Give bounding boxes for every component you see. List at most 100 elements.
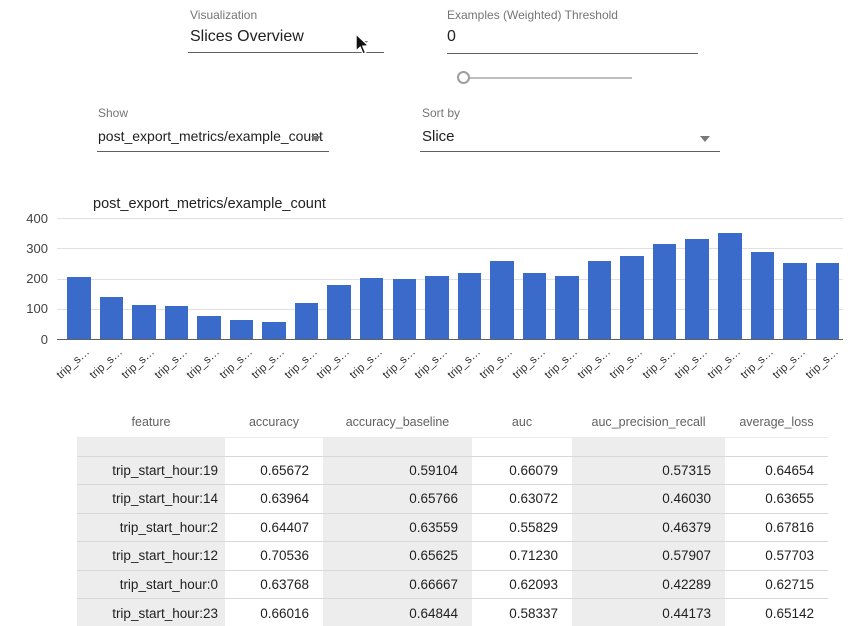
bar[interactable] xyxy=(67,276,91,339)
table-row: trip_start_hour:0 0.63768 0.66667 0.62093 0.… xyxy=(77,569,828,599)
column-header[interactable]: accuracy_baseline xyxy=(323,398,472,437)
bar[interactable] xyxy=(164,306,189,339)
cell: 0.65625 xyxy=(323,541,472,570)
cell: 0.64844 xyxy=(323,598,472,626)
cell: 0.57703 xyxy=(725,541,828,570)
bar[interactable] xyxy=(197,316,221,339)
cell: 0.67816 xyxy=(725,512,828,542)
cell: 0.46379 xyxy=(572,512,725,542)
bar[interactable] xyxy=(132,305,156,339)
cell: 0.63964 xyxy=(225,484,323,513)
bar[interactable] xyxy=(555,276,579,339)
cell: 0.66016 xyxy=(225,598,323,626)
visualization-dropdown[interactable]: Slices Overview xyxy=(190,28,384,54)
bar[interactable] xyxy=(685,238,709,339)
bar[interactable] xyxy=(99,296,124,339)
cell: 0.46030 xyxy=(572,484,725,513)
y-axis-tick-label: 400 xyxy=(26,210,48,226)
cell: 0.65142 xyxy=(725,598,828,626)
sort-by-label: Sort by xyxy=(422,106,461,120)
bar[interactable] xyxy=(652,244,677,339)
y-axis-tick-label: 100 xyxy=(26,301,48,317)
cell: 0.65672 xyxy=(225,455,323,485)
cell: 0.58337 xyxy=(472,598,572,626)
table-row: trip_start_hour:2 0.64407 0.63559 0.55829 0.… xyxy=(77,512,828,542)
gridline xyxy=(57,218,843,219)
bar[interactable] xyxy=(522,272,547,339)
cell: 0.63072 xyxy=(472,484,572,513)
table-row: trip_start_hour:23 0.66016 0.64844 0.58337 0… xyxy=(77,598,828,626)
dropdown-caret-icon[interactable] xyxy=(358,41,368,47)
cell: 0.71230 xyxy=(472,541,572,570)
dropdown-caret-icon[interactable] xyxy=(311,136,321,142)
visualization-underline xyxy=(188,52,384,53)
cell: 0.63768 xyxy=(225,569,323,599)
show-label: Show xyxy=(98,106,129,120)
gridline xyxy=(57,248,843,250)
bar[interactable] xyxy=(359,277,384,339)
bar-chart: post_export_metrics/example_count 0 100 20… xyxy=(0,185,863,395)
bar[interactable] xyxy=(783,263,807,339)
cell: 0.42289 xyxy=(572,569,725,599)
cell: 0.63559 xyxy=(323,512,472,542)
cell: 0.63655 xyxy=(725,484,828,513)
column-header[interactable]: average_loss xyxy=(725,398,828,437)
cell: trip_start_hour:19 xyxy=(77,455,225,485)
table-row: trip_start_hour:14 0.63964 0.65766 0.63072 0… xyxy=(77,484,828,513)
cell: 0.65766 xyxy=(323,484,472,513)
y-axis-tick-label: 0 xyxy=(40,331,48,347)
column-header[interactable]: auc_precision_recall xyxy=(572,398,725,437)
cell: 0.70536 xyxy=(225,541,323,570)
bar[interactable] xyxy=(327,285,351,339)
bar[interactable] xyxy=(587,260,612,339)
filter-cell xyxy=(323,437,472,456)
threshold-label: Examples (Weighted) Threshold xyxy=(447,8,618,22)
bar[interactable] xyxy=(718,232,742,339)
cell: trip_start_hour:14 xyxy=(77,484,225,513)
table-filter-row xyxy=(77,437,828,456)
cell: trip_start_hour:12 xyxy=(77,541,225,570)
bar[interactable] xyxy=(490,260,514,339)
column-header[interactable]: auc xyxy=(472,398,572,437)
threshold-slider-knob[interactable] xyxy=(457,71,470,84)
x-axis-line xyxy=(57,339,843,340)
bar[interactable] xyxy=(815,262,840,339)
cell: 0.64407 xyxy=(225,512,323,542)
legend-label: post_export_metrics/example_count xyxy=(93,196,326,212)
show-dropdown[interactable]: post_export_metrics/example_count xyxy=(98,128,328,152)
threshold-input[interactable]: 0 xyxy=(447,28,456,45)
dropdown-caret-icon[interactable] xyxy=(700,136,710,142)
cell: 0.55829 xyxy=(472,512,572,542)
bar[interactable] xyxy=(262,321,286,339)
filter-cell xyxy=(725,437,828,456)
table-header-row: feature accuracy accuracy_baseline auc auc_p… xyxy=(77,398,828,437)
cell: 0.59104 xyxy=(323,455,472,485)
cell: 0.66667 xyxy=(323,569,472,599)
table-row: trip_start_hour:12 0.70536 0.65625 0.71230 0… xyxy=(77,541,828,570)
bar[interactable] xyxy=(750,251,775,339)
cell: trip_start_hour:0 xyxy=(77,569,225,599)
show-underline xyxy=(97,151,329,152)
threshold-slider-track[interactable] xyxy=(463,77,632,79)
gridline xyxy=(57,278,843,280)
column-header[interactable]: accuracy xyxy=(225,398,323,437)
bar[interactable] xyxy=(457,273,482,339)
show-value: post_export_metrics/example_count xyxy=(98,128,323,144)
filter-cell xyxy=(77,437,225,456)
bar[interactable] xyxy=(392,278,416,339)
cell: 0.66079 xyxy=(472,455,572,485)
y-axis-tick-label: 200 xyxy=(26,271,48,286)
filter-cell xyxy=(225,437,323,456)
sort-by-underline xyxy=(420,151,720,152)
bar[interactable] xyxy=(425,276,449,339)
visualization-label: Visualization xyxy=(190,8,258,22)
bar[interactable] xyxy=(229,319,254,339)
cell: 0.62093 xyxy=(472,569,572,599)
sort-by-dropdown[interactable]: Slice xyxy=(422,128,720,152)
bar[interactable] xyxy=(620,255,644,339)
cell: 0.57315 xyxy=(572,455,725,485)
bar[interactable] xyxy=(294,303,319,339)
cell: trip_start_hour:23 xyxy=(77,598,225,626)
column-header[interactable]: feature xyxy=(77,398,225,437)
